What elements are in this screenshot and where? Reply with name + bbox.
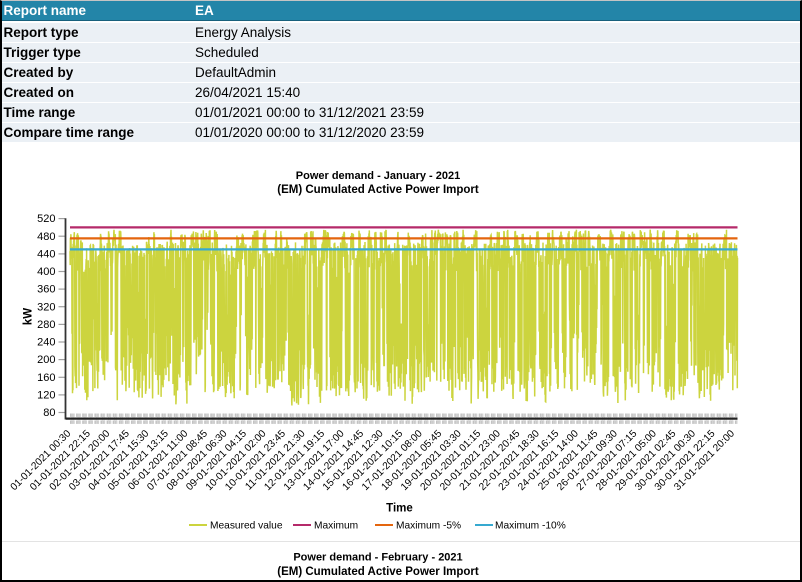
svg-text:(EM) Cumulated Active Power Im: (EM) Cumulated Active Power Import xyxy=(277,566,479,578)
svg-text:200: 200 xyxy=(37,354,55,366)
svg-text:520: 520 xyxy=(37,213,55,225)
svg-text:440: 440 xyxy=(37,249,55,261)
svg-text:160: 160 xyxy=(37,372,55,384)
svg-text:Time: Time xyxy=(386,503,413,515)
svg-text:Measured value: Measured value xyxy=(210,521,283,532)
svg-text:480: 480 xyxy=(37,231,55,243)
svg-text:kW: kW xyxy=(23,308,35,325)
svg-text:Power demand - January - 2021: Power demand - January - 2021 xyxy=(296,170,460,182)
svg-text:Maximum -5%: Maximum -5% xyxy=(396,521,461,532)
svg-text:80: 80 xyxy=(43,407,55,419)
svg-text:280: 280 xyxy=(37,319,55,331)
svg-text:(EM) Cumulated Active Power Im: (EM) Cumulated Active Power Import xyxy=(277,184,479,196)
svg-text:320: 320 xyxy=(37,301,55,313)
svg-text:240: 240 xyxy=(37,337,55,349)
svg-text:120: 120 xyxy=(37,390,55,402)
svg-text:400: 400 xyxy=(37,266,55,278)
svg-text:Power demand - February - 2021: Power demand - February - 2021 xyxy=(293,552,462,564)
svg-text:360: 360 xyxy=(37,284,55,296)
svg-text:Maximum: Maximum xyxy=(314,521,358,532)
svg-text:Maximum -10%: Maximum -10% xyxy=(495,521,566,532)
